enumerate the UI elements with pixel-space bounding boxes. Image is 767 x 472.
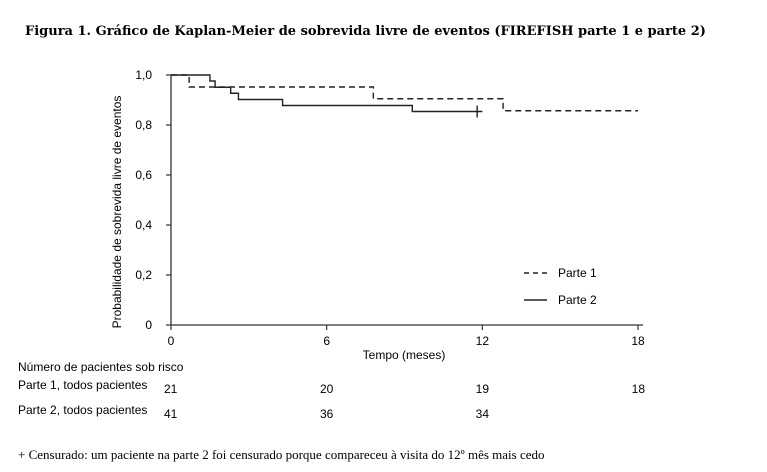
footnote: + Censurado: um paciente na parte 2 foi … (18, 447, 545, 462)
x-tick-label: 12 (476, 334, 490, 348)
y-axis-label: Probabilidade de sobrevida livre de even… (110, 96, 124, 329)
series-line-1 (171, 74, 638, 112)
figure-title: Figura 1. Gráfico de Kaplan-Meier de sob… (25, 24, 706, 39)
risk-value: 36 (320, 407, 334, 421)
risk-row-label: Parte 1, todos pacientes (18, 378, 147, 392)
legend: Parte 1 Parte 2 (524, 266, 597, 307)
y-tick-label: 1,0 (135, 68, 152, 82)
y-tick-label: 0,6 (135, 168, 152, 182)
series-layer (171, 74, 638, 118)
x-axis-label: Tempo (meses) (363, 348, 446, 362)
risk-row-label: Parte 2, todos pacientes (18, 403, 147, 417)
x-tick-label: 18 (631, 334, 645, 348)
legend-label: Parte 2 (558, 293, 597, 307)
risk-value: 34 (476, 407, 490, 421)
legend-label: Parte 1 (558, 266, 597, 280)
risk-table: Número de pacientes sob risco Parte 1, to… (18, 360, 645, 421)
risk-value: 19 (476, 382, 490, 396)
y-tick-label: 0,4 (135, 218, 152, 232)
x-tick-label: 6 (323, 334, 330, 348)
risk-table-header: Número de pacientes sob risco (18, 360, 184, 374)
risk-value: 21 (164, 382, 178, 396)
y-tick-label: 0,8 (135, 118, 152, 132)
risk-value: 41 (164, 407, 178, 421)
y-tick-label: 0 (145, 318, 152, 332)
x-tick-label: 0 (168, 334, 175, 348)
risk-value: 20 (320, 382, 334, 396)
axes: 0 0,2 0,4 0,6 0,8 1,0 0 6 12 18 (135, 68, 645, 348)
risk-value: 18 (632, 382, 646, 396)
y-tick-label: 0,2 (135, 268, 152, 282)
series-line-2 (171, 74, 483, 113)
